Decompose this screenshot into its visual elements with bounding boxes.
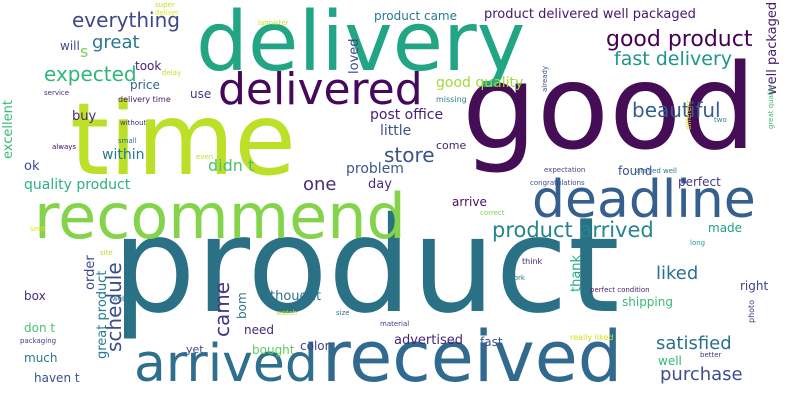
word-product-came: product came [374, 9, 457, 23]
word-well-packaged: well packaged [765, 1, 780, 95]
word-size: size [336, 309, 350, 317]
word-super: super [155, 1, 175, 9]
word-arrive: arrive [452, 195, 487, 209]
word-day: day [368, 177, 392, 192]
word-box: box [24, 289, 46, 303]
word-expectation: expectation [544, 166, 586, 174]
word-packaging: packaging [20, 337, 57, 345]
word-long: long [690, 239, 706, 247]
word-recommend: recommend [34, 180, 406, 253]
word-purchase: purchase [660, 364, 743, 385]
word-excellent: excellent [1, 100, 16, 159]
word-time: time [70, 81, 296, 198]
word-satisfied: satisfied [656, 333, 732, 354]
word-fast: fast [480, 335, 503, 349]
word-arrived-well: arrived well [636, 167, 677, 175]
word-small: small [118, 137, 137, 145]
word-arrived: arrived [134, 334, 318, 394]
word-took: took [135, 59, 162, 73]
word-advertised: advertised [394, 333, 463, 348]
word-product: product [112, 189, 620, 343]
word-without: without [120, 119, 147, 127]
word-received: received [322, 316, 623, 398]
word-right: right [740, 279, 769, 293]
word-product-delivered-well-packaged: product delivered well packaged [484, 7, 696, 22]
word-don-t: don t [24, 321, 56, 335]
word-work: work [508, 274, 525, 282]
word-everything: everything [72, 8, 180, 32]
word-one: one [303, 174, 337, 195]
word-already: already [541, 65, 549, 92]
word-expected: expected [44, 62, 137, 86]
word-delivery: delivery [196, 0, 526, 90]
word-delivered: delivered [218, 64, 423, 115]
word-congratulations: congratulations [530, 179, 585, 187]
word-delay: delay [162, 69, 182, 77]
word-product-arrived: product arrived [492, 218, 654, 242]
word-good: good [462, 38, 757, 176]
word-made: made [708, 221, 743, 235]
word-sent: sent [30, 225, 46, 233]
word-loved: loved [347, 38, 362, 74]
word-service: service [44, 89, 70, 97]
word-photo: photo [747, 299, 756, 323]
word-need: need [244, 323, 274, 337]
word-yet: yet [186, 343, 204, 356]
word-deadline: deadline [532, 170, 756, 230]
word-come: come [436, 139, 467, 152]
word-two: two [714, 116, 727, 124]
word-website: website [112, 295, 140, 303]
word-fast-delivery: fast delivery [614, 48, 733, 70]
word-delivery-time: delivery time [118, 95, 171, 104]
word-even: even [196, 153, 214, 161]
word-post-office: post office [370, 107, 444, 123]
word-thank: thank [569, 254, 584, 292]
word-within: within [102, 147, 145, 163]
word-beautiful: beautiful [632, 98, 721, 122]
word-good-product: good product [606, 27, 753, 52]
word-little: little [380, 123, 412, 139]
word-quality-product: quality product [24, 177, 131, 193]
word-perfect: perfect [678, 175, 721, 189]
word-much: much [24, 351, 58, 365]
word-watch: watch [276, 309, 298, 317]
word-deliver: deliver [155, 9, 179, 17]
word-price: price [130, 78, 160, 92]
word-use: use [190, 87, 212, 101]
word-s: s [80, 42, 89, 61]
word-didn-t: didn t [208, 156, 255, 175]
word-lannister: lannister [258, 19, 289, 27]
word-order: order [83, 255, 98, 290]
word-color: color [300, 339, 330, 353]
word-well: well [658, 354, 682, 368]
word-really-liked: really liked [570, 333, 614, 342]
word-came: came [210, 281, 234, 337]
word-ok: ok [24, 159, 40, 174]
word-buy: buy [72, 109, 97, 124]
word-think: think [522, 257, 543, 266]
word-shipping: shipping [622, 295, 673, 309]
word-liked: liked [656, 263, 699, 284]
word-thought: thought [270, 289, 322, 304]
word-different: different [685, 100, 693, 130]
word-better: better [700, 351, 722, 359]
word-material: material [380, 320, 410, 328]
word-bought: bought [252, 343, 295, 357]
word-great: great [92, 32, 140, 53]
word-problem: problem [346, 161, 404, 177]
word-always: always [52, 143, 77, 151]
word-site: site [100, 249, 113, 257]
word-correct: correct [480, 209, 505, 217]
word-perfect-condition: perfect condition [590, 286, 650, 294]
word-will: will [60, 39, 80, 53]
word-good-quality: good quality [436, 75, 524, 91]
word-missing: missing [436, 95, 467, 104]
word-great-quality: great quality [767, 84, 775, 129]
word-haven-t: haven t [34, 371, 80, 385]
word-bom: bom [235, 292, 249, 319]
word-store: store [384, 143, 435, 167]
word-found: found [618, 164, 653, 178]
